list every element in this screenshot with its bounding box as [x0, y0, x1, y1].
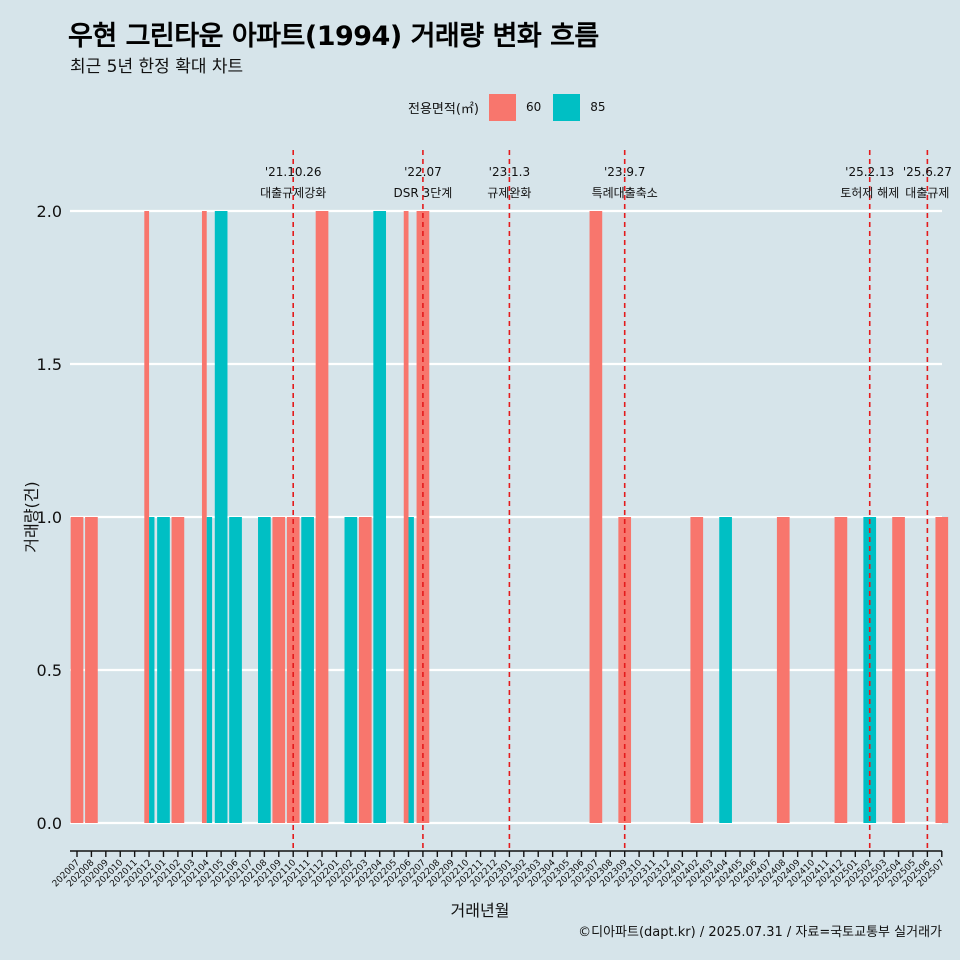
event-date-label: '21.10.26 [265, 165, 322, 179]
legend-key-85 [553, 93, 581, 121]
bar-85 [408, 517, 414, 823]
event-label: 대출규제 [905, 186, 949, 200]
bar-60 [272, 517, 286, 823]
y-tick-label: 1.5 [37, 355, 62, 374]
legend-key-60 [488, 93, 516, 121]
bar-60 [85, 517, 98, 823]
bar-85 [344, 517, 358, 823]
event-date-label: '23.1.3 [489, 165, 530, 179]
event-date-label: '23.9.7 [604, 165, 645, 179]
bar-85 [373, 211, 387, 823]
bar-85 [149, 517, 155, 823]
legend-label-60: 60 [525, 100, 542, 114]
bar-60 [403, 211, 409, 823]
bar-60 [834, 517, 848, 823]
bar-60 [416, 211, 430, 823]
bar-60 [618, 517, 632, 823]
bar-60 [589, 211, 603, 823]
chart-title: 우현 그린타운 아파트(1994) 거래량 변화 흐름 [68, 21, 599, 52]
bar-60 [892, 517, 905, 823]
y-tick-label: 2.0 [37, 202, 62, 221]
bar-60 [935, 517, 949, 823]
chart-subtitle: 최근 5년 한정 확대 차트 [70, 57, 244, 77]
event-date-label: '25.2.13 [845, 165, 894, 179]
event-label: DSR 3단계 [394, 186, 453, 200]
legend-label-85: 85 [590, 100, 606, 114]
legend-title: 전용면적(㎡) [408, 101, 479, 117]
y-axis-title: 거래량(건) [22, 481, 41, 553]
bar-85 [229, 517, 242, 823]
event-label: 토허제 해제 [840, 186, 899, 200]
event-label: 특례대출축소 [592, 186, 658, 200]
bar-85 [206, 517, 213, 823]
bar-60 [171, 517, 185, 823]
bar-60 [315, 211, 329, 823]
bar-60 [201, 211, 207, 823]
bar-60 [690, 517, 704, 823]
bar-85 [258, 517, 271, 823]
bar-85 [214, 211, 228, 823]
caption: ©디아파트(dapt.kr) / 2025.07.31 / 자료=국토교통부 실… [578, 925, 942, 940]
bar-60 [358, 517, 372, 823]
bar-85 [719, 517, 732, 823]
event-label: 대출규제강화 [260, 186, 326, 200]
bar-85 [863, 517, 877, 823]
y-tick-label: 0.5 [37, 661, 62, 680]
legend: 전용면적(㎡) 60 85 [408, 92, 618, 122]
event-label: 규제완화 [487, 186, 531, 200]
bar-60 [144, 211, 150, 823]
bar-60 [286, 517, 300, 823]
y-tick-label: 0.0 [37, 814, 62, 833]
bar-60 [776, 517, 790, 823]
x-axis-title: 거래년월 [450, 901, 510, 920]
event-date-label: '22.07 [404, 165, 442, 179]
bar-60 [70, 517, 84, 823]
bar-85 [157, 517, 170, 823]
y-tick-label: 1.0 [37, 508, 62, 527]
bar-85 [301, 517, 314, 823]
event-date-label: '25.6.27 [903, 165, 952, 179]
